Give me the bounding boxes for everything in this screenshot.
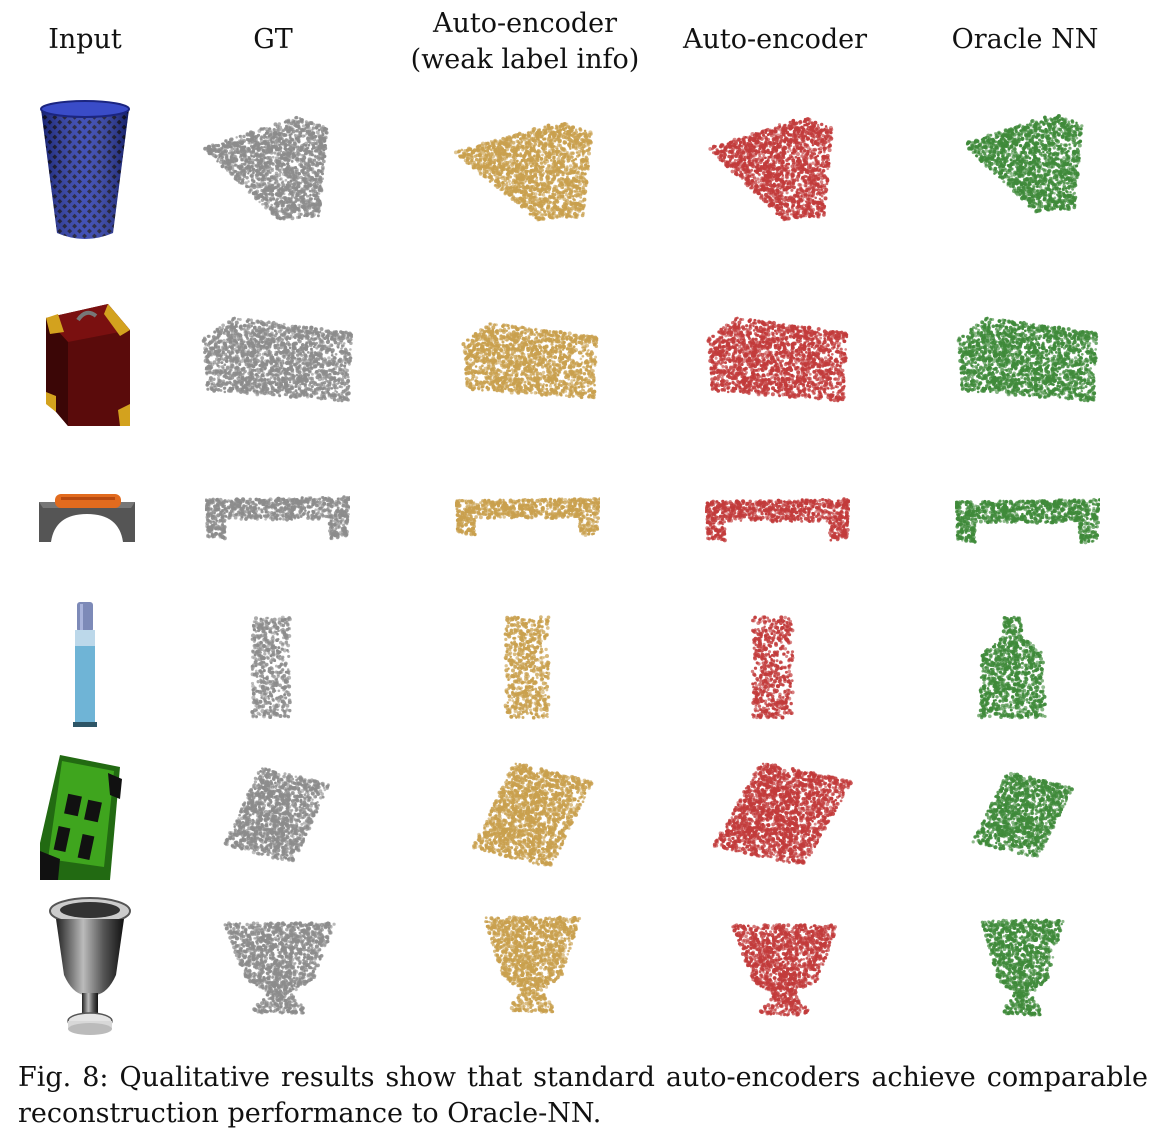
- pointcloud-autoencoder-row3: [705, 494, 850, 544]
- pointcloud-oracle-nn-row1: [960, 112, 1085, 217]
- pointcloud-oracle-nn-row5: [970, 770, 1075, 860]
- pointcloud-oracle-nn-row4: [975, 615, 1050, 723]
- pointcloud-oracle-nn-row3: [955, 494, 1100, 546]
- pointcloud-oracle-nn-row6: [980, 915, 1065, 1020]
- input-bench: [35, 488, 140, 548]
- header-autoencoder-weak-line1: Auto-encoder: [395, 6, 655, 42]
- header-gt: GT: [213, 22, 333, 58]
- pointcloud-gt-row5: [222, 765, 332, 865]
- header-autoencoder: Auto-encoder: [665, 22, 885, 58]
- pointcloud-autoencoder-weak-row1: [450, 120, 595, 225]
- input-car: [40, 755, 130, 880]
- pointcloud-autoencoder-row1: [705, 115, 835, 225]
- input-vase: [48, 895, 133, 1040]
- header-autoencoder-weak: Auto-encoder (weak label info): [395, 6, 655, 78]
- pointcloud-autoencoder-weak-row6: [482, 912, 582, 1017]
- pointcloud-gt-row4: [250, 615, 292, 720]
- header-autoencoder-weak-line2: (weak label info): [395, 42, 655, 78]
- pointcloud-gt-row3: [205, 492, 350, 542]
- input-suitcase: [38, 300, 138, 428]
- header-oracle-nn: Oracle NN: [930, 22, 1120, 58]
- pointcloud-gt-row1: [200, 115, 330, 225]
- figure-caption: Fig. 8: Qualitative results show that st…: [18, 1060, 1148, 1132]
- pointcloud-autoencoder-weak-row5: [470, 760, 595, 870]
- pointcloud-autoencoder-weak-row4: [503, 615, 551, 720]
- header-input: Input: [25, 22, 145, 58]
- pointcloud-autoencoder-row4: [750, 615, 795, 720]
- pointcloud-autoencoder-row5: [710, 760, 855, 868]
- input-bottle: [68, 600, 103, 730]
- pointcloud-autoencoder-weak-row2: [460, 318, 600, 413]
- pointcloud-gt-row2: [200, 312, 355, 417]
- pointcloud-oracle-nn-row2: [955, 312, 1100, 417]
- pointcloud-autoencoder-row6: [730, 920, 840, 1020]
- pointcloud-gt-row6: [222, 918, 337, 1018]
- pointcloud-autoencoder-weak-row3: [455, 494, 600, 538]
- pointcloud-autoencoder-row2: [705, 312, 850, 417]
- input-trash-can: [35, 95, 135, 245]
